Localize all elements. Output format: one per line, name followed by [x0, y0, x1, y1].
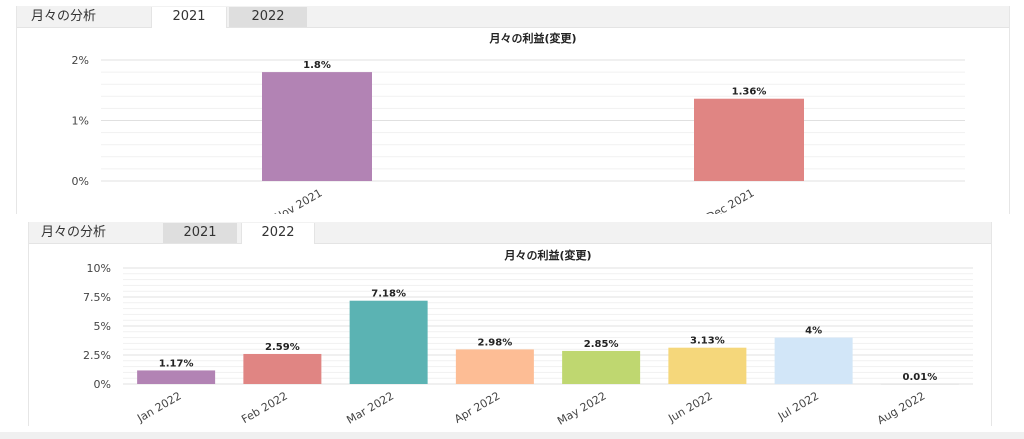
data-label: 4%: [805, 326, 822, 337]
panel-title: 月々の分析: [31, 9, 97, 24]
x-tick-label: Feb 2022: [239, 389, 290, 426]
data-label: 2.59%: [265, 342, 300, 353]
data-label: 3.13%: [690, 336, 725, 347]
tab-2022[interactable]: 2022: [241, 223, 315, 244]
panel-tab-bar: 月々の分析 2021 2022: [17, 6, 1009, 28]
panel-tab-bar: 月々の分析 2021 2022: [29, 222, 991, 244]
panel-title: 月々の分析: [41, 225, 107, 240]
data-label: 2.85%: [584, 339, 619, 350]
y-tick-label: 2.5%: [83, 349, 111, 362]
x-tick-label: Dec 2021: [704, 186, 756, 214]
x-tick-label: Jun 2022: [665, 389, 715, 425]
data-label: 1.8%: [303, 60, 331, 71]
x-tick-label: Jan 2022: [134, 389, 183, 425]
bar[interactable]: [137, 370, 216, 384]
x-tick-label: Aug 2022: [875, 389, 927, 426]
x-tick-label: Nov 2021: [272, 186, 324, 214]
y-tick-label: 7.5%: [83, 291, 111, 304]
bar[interactable]: [455, 349, 534, 384]
x-tick-label: Apr 2022: [452, 389, 502, 426]
bar[interactable]: [774, 337, 853, 384]
chart-title: 月々の利益(変更): [488, 31, 576, 45]
bar[interactable]: [243, 353, 322, 384]
data-label: 1.17%: [159, 358, 194, 369]
bar[interactable]: [694, 98, 804, 181]
bar[interactable]: [262, 72, 372, 181]
bar[interactable]: [880, 383, 959, 385]
tab-2022[interactable]: 2022: [229, 7, 307, 27]
x-tick-label: Mar 2022: [344, 389, 396, 426]
data-label: 7.18%: [371, 289, 406, 300]
tab-2021[interactable]: 2021: [151, 7, 227, 28]
data-label: 1.36%: [732, 87, 767, 98]
data-label: 2.98%: [478, 337, 513, 348]
bar[interactable]: [562, 350, 641, 384]
tab-2021[interactable]: 2021: [163, 223, 237, 243]
chart-title: 月々の利益(変更): [503, 248, 591, 262]
y-tick-label: 0%: [72, 175, 89, 188]
monthly-profit-chart-2021: 月々の利益(変更) 0% 1% 2% 1.8% Nov 2021 1.36% Dec 2021: [72, 31, 965, 214]
y-tick-label: 1%: [72, 115, 89, 128]
y-tick-label: 2%: [72, 54, 89, 67]
y-tick-label: 10%: [87, 262, 111, 275]
bottom-divider: [0, 432, 1024, 439]
bar[interactable]: [349, 300, 428, 384]
monthly-analysis-panel-2022: 月々の分析 2021 2022 月々の利益(変更) 0% 2.5% 5% 7.5% 10%…: [28, 222, 992, 426]
monthly-profit-chart-2022: 月々の利益(変更) 0% 2.5% 5% 7.5% 10% 1.17% Jan 2022 2.5…: [83, 248, 973, 426]
bar[interactable]: [668, 347, 747, 384]
x-tick-label: Jul 2022: [775, 389, 821, 423]
x-tick-label: May 2022: [555, 389, 608, 426]
monthly-analysis-panel-2021: 月々の分析 2021 2022 月々の利益(変更) 0% 1% 2% 1.8% Nov 2…: [16, 6, 1010, 214]
y-tick-label: 5%: [94, 320, 111, 333]
data-label: 0.01%: [903, 372, 938, 383]
y-tick-label: 0%: [94, 378, 111, 391]
